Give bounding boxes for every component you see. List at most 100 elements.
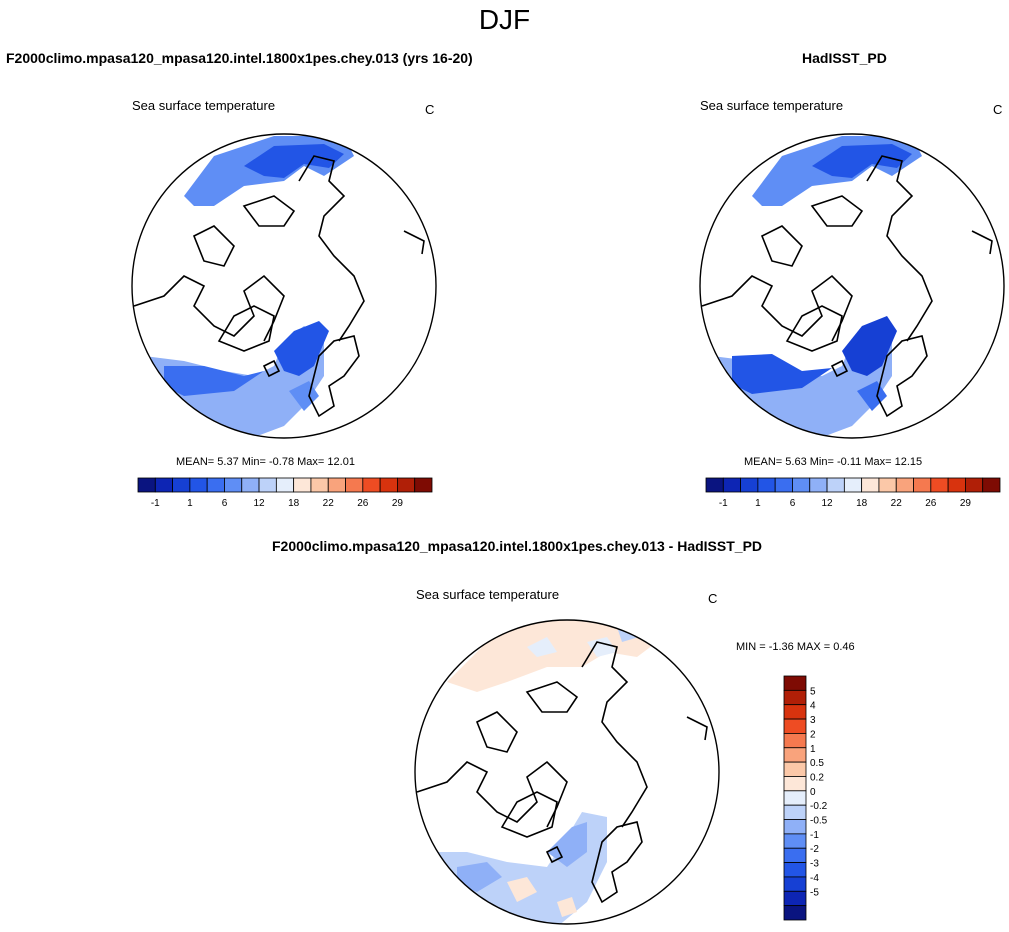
panel-1-colorbar-swatch — [362, 477, 381, 493]
panel-1-colorbar-swatch — [310, 477, 329, 493]
panel-2-colorbar-swatch — [930, 477, 949, 493]
panel-2-colorbar-tick-label: 18 — [856, 498, 868, 509]
panel-2-colorbar: -1 1 6 12 18 22 26 29 — [705, 477, 1001, 509]
panel-1-colorbar-swatch — [154, 477, 173, 493]
panel-1-colorbar-swatch — [189, 477, 208, 493]
panel-2-min: -0.11 — [836, 456, 862, 468]
panel-1-map — [131, 133, 437, 439]
panel-2-max-label: Max= — [864, 456, 892, 468]
panel-3-colorbar-swatch — [783, 804, 807, 820]
panel-2-colorbar-swatch — [861, 477, 880, 493]
panel-2-colorbar-swatch — [757, 477, 776, 493]
panel-2-colorbar-swatch — [878, 477, 897, 493]
panel-3-colorbar-tick-label: 2 — [810, 729, 816, 740]
panel-1-colorbar-swatch — [172, 477, 191, 493]
panel-2-colorbar-tick-label: 22 — [891, 498, 903, 509]
panel-1-colorbar-swatch — [397, 477, 416, 493]
panel-3-colorbar-tick-label: 3 — [810, 715, 816, 726]
panel-3-colorbar-swatch — [783, 790, 807, 806]
panel-1-max-label: Max= — [297, 456, 325, 468]
panel-2-mean-label: MEAN= — [744, 456, 783, 468]
panel-2-min-label: Min= — [809, 456, 834, 468]
panel-3-colorbar-swatch — [783, 819, 807, 835]
panel-1-colorbar-tick-label: 6 — [222, 498, 228, 509]
panel-1-colorbar-swatch — [379, 477, 398, 493]
panel-2-colorbar-tick-label: 6 — [790, 498, 796, 509]
panel-3-colorbar-swatch — [783, 905, 807, 921]
panel-3-colorbar-swatch — [783, 876, 807, 892]
panel-3-subtitle: Sea surface temperature — [416, 587, 560, 602]
panel-2-colorbar-swatch — [895, 477, 914, 493]
panel-3-colorbar-swatch — [783, 675, 807, 691]
panel-3-colorbar-tick-label: 1 — [810, 744, 816, 755]
panel-3-colorbar-swatch — [783, 890, 807, 907]
panel-3-colorbar-swatch — [783, 704, 807, 720]
panel-1-colorbar-tick-label: -1 — [151, 498, 160, 509]
panel-2-header: HadISST_PD — [802, 50, 887, 66]
panel-3-minmax: MIN = -1.36 MAX = 0.46 — [736, 641, 855, 653]
panel-2-mean: 5.63 — [785, 456, 807, 468]
panel-2-colorbar-swatch — [740, 477, 759, 493]
panel-1-colorbar-tick-label: 1 — [187, 498, 193, 509]
panel-3-colorbar-tick-label: 0.2 — [810, 772, 824, 783]
panel-2-colorbar-swatch — [982, 477, 1001, 493]
panel-2-colorbar-swatch — [792, 477, 811, 493]
panel-3-map — [414, 619, 720, 925]
panel-1-colorbar-swatch — [345, 477, 364, 493]
panel-2-colorbar-swatch — [913, 477, 932, 493]
panel-3-colorbar-tick-label: -1 — [810, 830, 819, 841]
panel-1-stats: MEAN= 5.37 Min= -0.78 Max= 12.01 — [176, 456, 355, 468]
panel-1-colorbar: -1 1 6 12 18 22 26 29 — [137, 477, 433, 509]
panel-3-colorbar-tick-label: -3 — [810, 859, 819, 870]
panel-3-colorbar-swatch — [783, 862, 807, 878]
panel-1-max: 12.01 — [327, 456, 355, 468]
panel-2-colorbar-tick-label: -1 — [719, 498, 728, 509]
panel-2-stats: MEAN= 5.63 Min= -0.11 Max= 12.15 — [744, 456, 922, 468]
panel-3-colorbar-swatch — [783, 689, 807, 706]
panel-1-min: -0.78 — [268, 456, 295, 468]
panel-3-colorbar-tick-label: 5 — [810, 686, 816, 697]
panel-2-colorbar-swatch — [809, 477, 828, 493]
panel-2-subtitle: Sea surface temperature — [700, 98, 844, 113]
panel-2-max: 12.15 — [894, 456, 923, 468]
panel-1-subtitle: Sea surface temperature — [132, 98, 276, 113]
panel-2-map — [699, 133, 1005, 439]
panel-1-colorbar-swatch — [414, 477, 433, 493]
panel-3-colorbar-tick-label: 0 — [810, 787, 816, 798]
panel-3-colorbar-swatch — [783, 733, 807, 749]
panel-2-colorbar-swatch — [705, 477, 724, 493]
panel-3-colorbar-tick-label: -2 — [810, 844, 819, 855]
panel-3-colorbar-swatch — [783, 833, 807, 849]
panel-2-colorbar-tick-label: 1 — [755, 498, 761, 509]
panel-1-units: C — [425, 102, 435, 117]
panel-3-colorbar-tick-label: -5 — [810, 887, 819, 898]
panel-2-colorbar-swatch — [843, 477, 863, 493]
panel-3-colorbar-swatch — [783, 747, 807, 763]
panel-3-colorbar-swatch — [783, 718, 807, 734]
panel-1-colorbar-tick-label: 26 — [357, 498, 369, 509]
panel-2-colorbar-tick-label: 12 — [821, 498, 833, 509]
panel-1-header: F2000climo.mpasa120_mpasa120.intel.1800x… — [6, 50, 473, 66]
panel-1-colorbar-tick-label: 22 — [323, 498, 335, 509]
panel-3-header: F2000climo.mpasa120_mpasa120.intel.1800x… — [272, 538, 763, 554]
panel-3-colorbar-swatch — [783, 761, 807, 777]
panel-2-colorbar-swatch — [722, 477, 741, 493]
panel-1-colorbar-tick-label: 12 — [253, 498, 265, 509]
panel-3-colorbar: 5 4 3 2 1 0.5 0.2 0 -0.2 -0.5 -1 -2 -3 -4 -5 — [783, 675, 828, 921]
panel-2-colorbar-tick-label: 29 — [960, 498, 972, 509]
panel-2-colorbar-swatch — [826, 477, 845, 493]
panel-2-colorbar-swatch — [947, 477, 966, 493]
panel-3-colorbar-tick-label: -0.5 — [810, 816, 828, 827]
panel-2-colorbar-swatch — [774, 477, 793, 493]
panel-1-mean-label: MEAN= — [176, 456, 215, 468]
panel-1-colorbar-swatch — [137, 477, 156, 493]
panel-1-colorbar-swatch — [206, 477, 225, 493]
panel-1-min-label: Min= — [241, 456, 266, 468]
panel-1-colorbar-swatch — [275, 477, 295, 493]
panel-1-colorbar-swatch — [224, 477, 243, 493]
panel-2-colorbar-tick-label: 26 — [925, 498, 937, 509]
panel-3-colorbar-tick-label: 0.5 — [810, 758, 824, 769]
page-title: DJF — [478, 4, 531, 35]
panel-3-colorbar-tick-label: 4 — [810, 701, 816, 712]
panel-1-colorbar-swatch — [258, 477, 277, 493]
